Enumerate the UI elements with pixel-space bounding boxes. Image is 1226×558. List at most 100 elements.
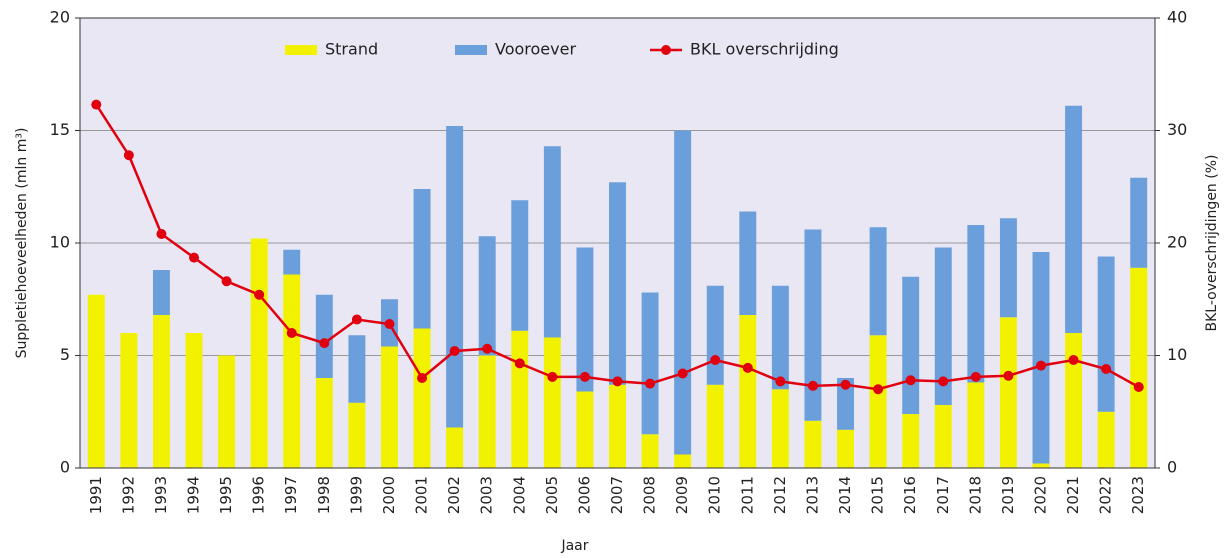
plot-frame [79,17,1156,469]
line-marker [710,355,721,365]
legend-label: Vooroever [495,40,576,59]
bar [1032,252,1050,464]
x-tick-label: 2023 [1129,476,1147,514]
line-marker [91,99,102,110]
line-marker [123,150,134,161]
line-marker [351,314,362,325]
line-marker [807,380,818,391]
y2-tick-label: 40 [1167,8,1187,27]
bar [1130,267,1148,468]
x-tick-label: 2007 [608,476,626,514]
x-tick-label: 2003 [478,476,496,514]
bar [902,414,920,468]
bar [152,315,170,468]
x-tick-label: 1999 [347,476,365,514]
bar [804,229,822,421]
y2-tick-label: 0 [1167,458,1177,477]
bar [934,405,952,468]
bar [706,384,724,468]
legend-label: Strand [325,40,378,59]
line-marker [189,252,200,263]
bar [348,335,366,403]
bar [478,236,496,356]
x-tick-label: 2002 [445,476,463,514]
bar [1065,333,1083,468]
x-tick-label: 1997 [282,476,300,514]
x-tick-label: 2018 [966,476,984,514]
bar [120,333,138,468]
line-marker [970,371,981,382]
line-marker [449,346,460,356]
x-axis-label: Jaar [560,538,588,554]
bar [902,276,920,414]
line-marker [514,358,525,369]
y-tick-label: 20 [50,8,70,27]
line-marker [1003,370,1014,381]
bar [1097,256,1115,412]
x-tick-label: 1998 [315,476,333,514]
x-tick-label: 1996 [250,476,268,514]
bar [511,330,529,468]
bar [185,333,203,468]
bar [381,346,398,468]
line-marker [579,371,590,382]
y2-tick-label: 20 [1167,233,1187,252]
bar [869,335,887,468]
line-marker [1101,364,1112,374]
x-tick-label: 2017 [934,476,952,514]
x-tick-label: 2022 [1097,476,1115,514]
bar [543,146,561,338]
bar [609,384,626,468]
line-marker [156,229,167,239]
x-tick-label: 2009 [673,476,691,514]
bar [674,454,692,468]
line-marker [417,373,428,383]
x-tick-label: 1995 [217,476,235,514]
y-tick-label: 5 [60,345,70,364]
line-marker [677,368,688,379]
bar [771,389,789,468]
y-tick-label: 10 [50,233,70,252]
bar [1097,411,1115,468]
line-marker [1035,360,1046,371]
line-marker [742,362,753,373]
x-tick-label: 2014 [836,476,854,514]
bar [152,270,170,315]
x-tick-label: 1992 [119,476,137,514]
x-tick-label: 2010 [706,476,724,514]
bar [771,285,789,390]
bar [576,247,594,392]
line-marker [612,376,623,387]
bar [1032,463,1050,468]
x-tick-label: 2021 [1064,476,1082,514]
bar [413,189,431,329]
x-tick-label: 1993 [152,476,170,514]
bar [543,337,561,468]
line-marker [938,376,949,387]
x-tick-label: 2008 [641,476,659,514]
line-marker [221,276,232,287]
bar [218,355,236,468]
legend-swatch [285,45,317,55]
bar [576,391,594,468]
line-marker [905,375,916,386]
y2-axis-label: BKL-overschrijdingen (%) [1204,155,1220,332]
bar [999,218,1017,318]
bar [446,126,464,428]
bar [348,402,366,468]
line-marker [254,289,265,300]
x-tick-label: 2011 [738,476,756,514]
bar [478,355,496,468]
bar [967,382,985,468]
bar [446,427,464,468]
bar [739,211,757,315]
x-tick-label: 1991 [87,476,105,514]
x-tick-label: 2012 [771,476,789,514]
line-marker [840,379,851,390]
bar [250,238,268,468]
bar [641,434,659,468]
bar [837,429,854,468]
bar [641,292,659,435]
x-tick-label: 2000 [380,476,398,514]
